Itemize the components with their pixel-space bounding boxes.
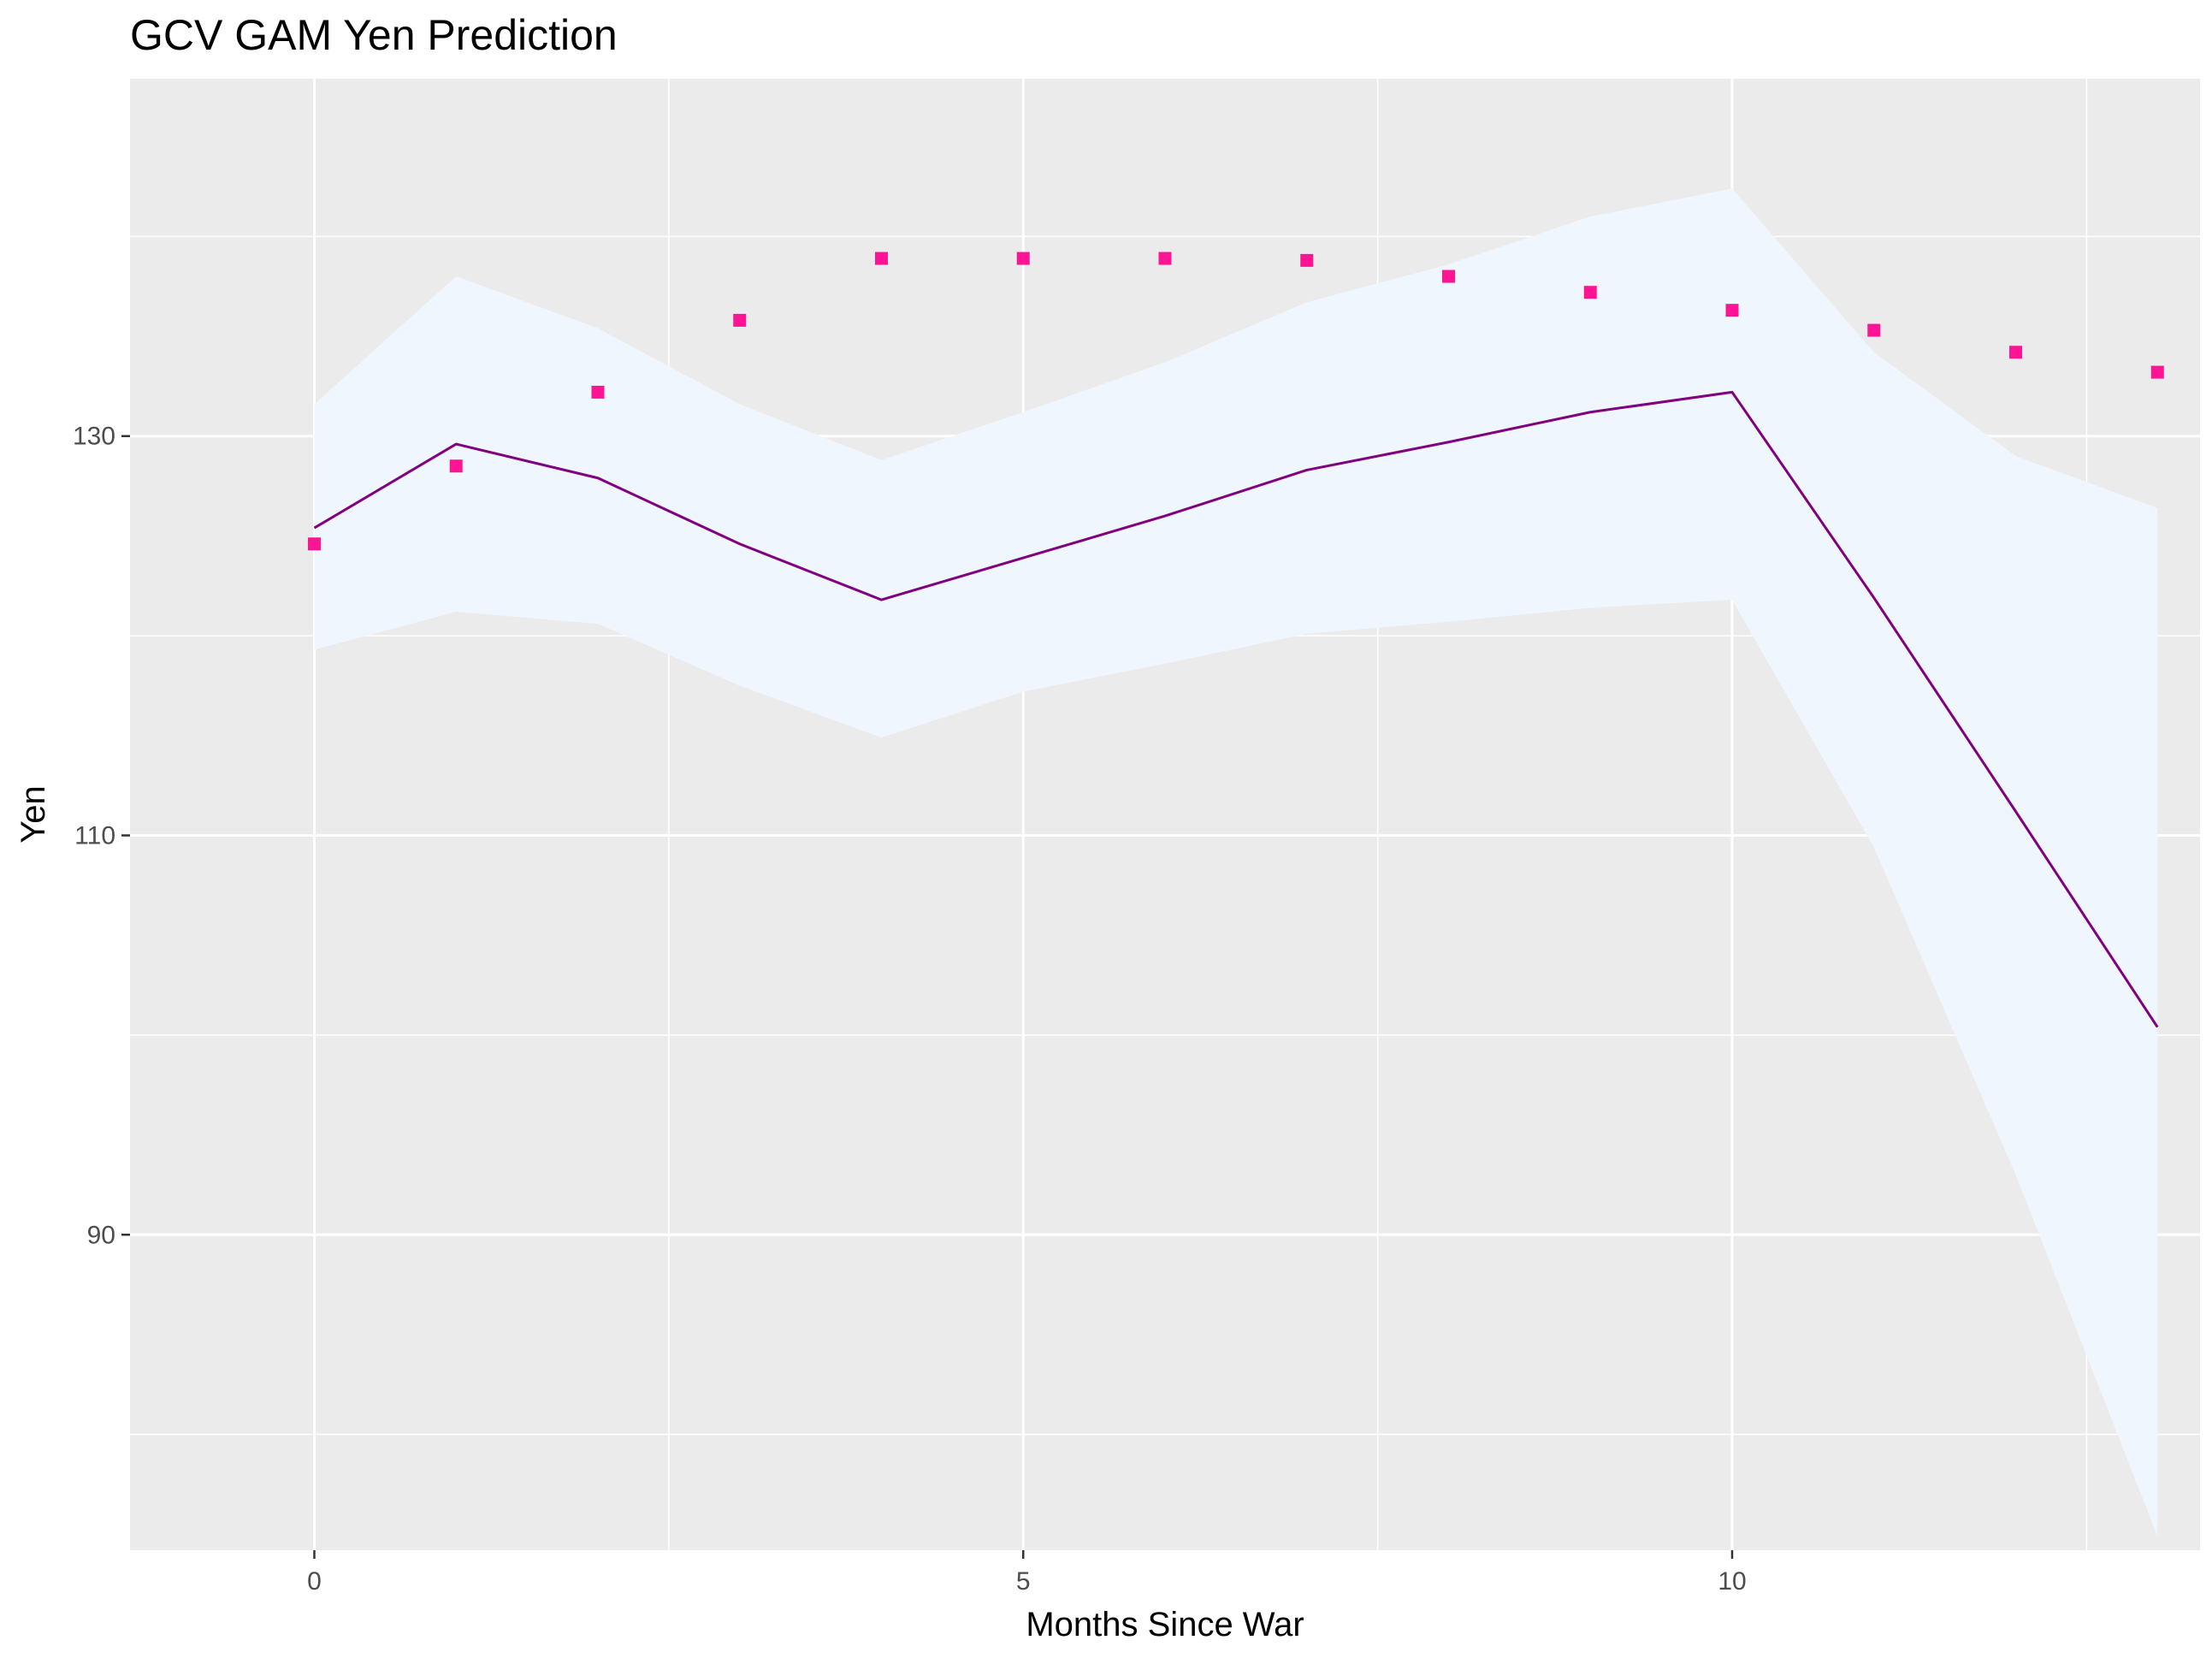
observed-points-layer: [307, 252, 2164, 551]
observed-point: [1867, 323, 1881, 337]
fit-line: [313, 390, 2159, 1028]
x-axis-title: Months Since War: [1026, 1606, 1304, 1643]
observed-point: [1583, 286, 1597, 299]
y-tick-label: 110: [74, 822, 115, 850]
y-axis-tick-labels: 90 110 130: [73, 423, 115, 1250]
fit-line-layer: [313, 390, 2159, 1028]
confidence-band: [314, 188, 2158, 1537]
axis-tick-marks: [121, 435, 1734, 1559]
x-tick-label: 10: [1718, 1567, 1746, 1596]
observed-point: [449, 459, 463, 473]
x-tick-label: 5: [1016, 1567, 1031, 1596]
observed-point: [307, 537, 321, 551]
y-tick-label: 90: [87, 1221, 115, 1249]
observed-point: [733, 313, 747, 327]
observed-point: [2009, 346, 2023, 359]
x-axis-tick-labels: 0 5 10: [307, 1567, 1747, 1596]
observed-point: [1016, 252, 1030, 265]
observed-point: [874, 252, 888, 265]
observed-point: [591, 385, 605, 399]
observed-point: [2150, 365, 2164, 379]
chart-title: GCV GAM Yen Prediction: [130, 11, 618, 59]
y-tick-label: 130: [73, 423, 115, 451]
x-tick-label: 0: [307, 1567, 322, 1596]
observed-point: [1442, 269, 1456, 283]
observed-point: [1158, 252, 1172, 265]
observed-point: [1300, 253, 1314, 267]
observed-point: [1725, 304, 1739, 317]
confidence-band-layer: [314, 188, 2158, 1537]
y-axis-title: Yen: [15, 785, 52, 844]
